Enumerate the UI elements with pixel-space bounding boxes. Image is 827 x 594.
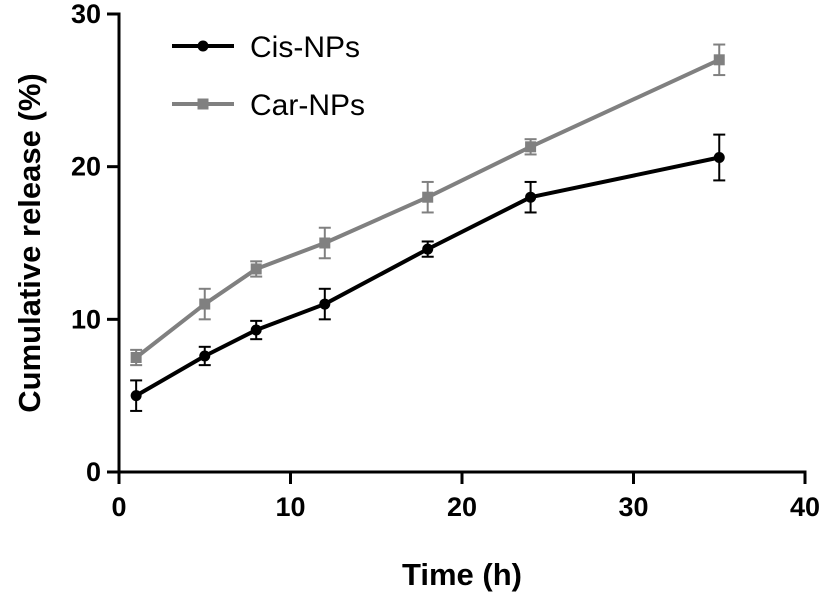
x-axis-title: Time (h) <box>402 557 522 592</box>
data-point <box>319 298 331 310</box>
legend-marker <box>197 40 209 52</box>
data-point <box>525 191 537 203</box>
data-point <box>319 237 331 249</box>
x-tick-label: 30 <box>618 492 648 522</box>
y-axis-title: Cumulative release (%) <box>12 73 47 412</box>
data-point <box>525 141 537 153</box>
legend-label: Car-NPs <box>250 89 365 122</box>
y-tick-label: 30 <box>71 0 101 29</box>
y-tick-label: 10 <box>71 304 101 334</box>
axes-layer: 0 10 20 30 0 10 20 30 40 <box>71 0 820 522</box>
data-point <box>130 390 142 402</box>
y-tick-label: 0 <box>86 457 101 487</box>
data-point <box>130 352 142 363</box>
data-point <box>199 298 211 310</box>
data-point <box>250 324 262 336</box>
data-point <box>422 243 434 255</box>
series-Cis-NPs <box>130 133 726 412</box>
legend: Cis-NPs Car-NPs <box>172 31 365 122</box>
data-point <box>713 54 725 66</box>
series-layer <box>130 43 726 412</box>
data-point <box>250 263 262 275</box>
x-tick-label: 10 <box>275 492 305 522</box>
data-point <box>713 152 725 164</box>
y-tick-label: 20 <box>71 152 101 182</box>
legend-label: Cis-NPs <box>250 31 360 64</box>
data-point <box>199 350 211 362</box>
x-tick-label: 40 <box>790 492 820 522</box>
series-Car-NPs <box>130 43 726 367</box>
legend-marker <box>197 98 209 110</box>
x-tick-label: 20 <box>447 492 477 522</box>
x-tick-label: 0 <box>111 492 126 522</box>
data-point <box>422 191 434 203</box>
